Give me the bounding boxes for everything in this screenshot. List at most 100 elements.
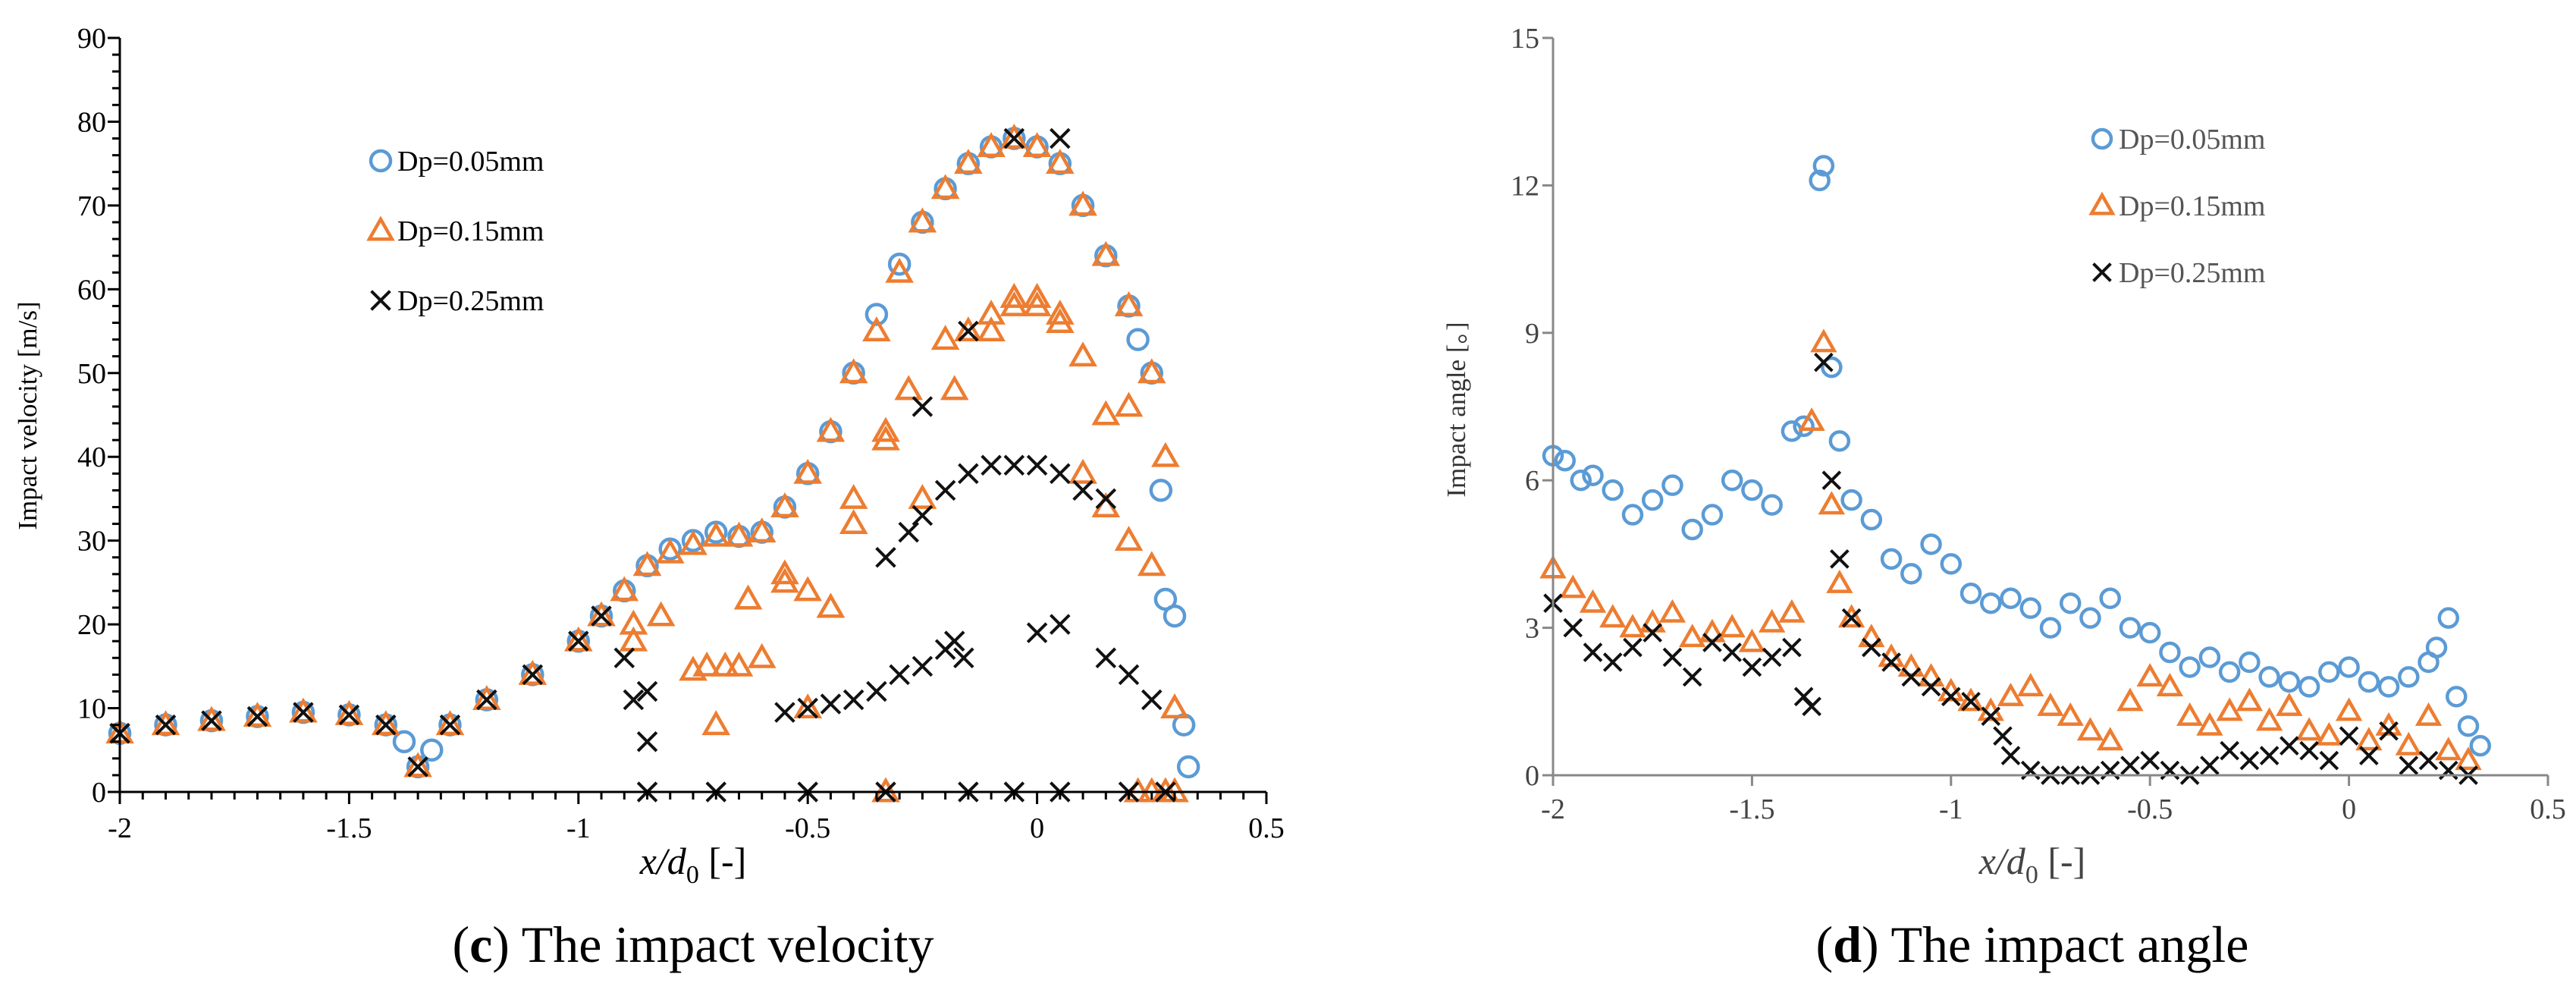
data-point: [632, 551, 662, 577]
data-point: [1137, 777, 1166, 803]
data-point: [2437, 607, 2460, 629]
data-point: [1661, 474, 1683, 496]
y-tick-label: 20: [77, 609, 106, 641]
data-point: [2379, 721, 2399, 741]
data-point: [1149, 479, 1173, 502]
legend-marker: [2091, 127, 2113, 150]
legend-label: Dp=0.25mm: [2119, 257, 2266, 289]
data-point: [1583, 643, 1603, 662]
data-point: [2057, 702, 2084, 726]
data-point: [610, 576, 639, 602]
y-tick-label: 10: [77, 693, 106, 725]
data-point: [518, 659, 548, 685]
y-tick-label: 30: [77, 526, 106, 558]
data-point: [2116, 687, 2144, 712]
data-point: [1858, 624, 1885, 648]
data-point: [243, 702, 272, 727]
data-point: [1682, 667, 1702, 687]
data-point: [1619, 614, 1646, 638]
data-point: [2059, 592, 2082, 614]
data-point: [839, 509, 868, 535]
data-point: [1114, 391, 1144, 417]
data-point: [2399, 756, 2419, 775]
data-point: [2037, 692, 2064, 716]
data-point: [2100, 760, 2120, 781]
data-point: [1137, 551, 1166, 577]
data-point: [1046, 149, 1075, 174]
data-point: [1997, 682, 2025, 706]
data-point: [2000, 746, 2021, 765]
data-point: [201, 710, 222, 731]
data-point: [1742, 657, 1762, 677]
data-point: [2236, 687, 2264, 712]
legend-label: Dp=0.05mm: [397, 146, 544, 178]
data-point: [1957, 687, 1985, 712]
data-point: [646, 601, 676, 627]
data-point: [1026, 622, 1048, 643]
data-point: [958, 320, 979, 342]
y-tick-label: 0: [92, 777, 106, 809]
data-point: [1980, 592, 2002, 614]
x-tick-label: -1: [566, 812, 591, 844]
data-point: [1621, 504, 1644, 526]
data-point: [289, 697, 318, 723]
data-point: [1941, 687, 1961, 707]
data-point: [1559, 574, 1586, 599]
legend-label: Dp=0.05mm: [2119, 124, 2266, 156]
data-point: [864, 303, 889, 326]
data-point: [1022, 282, 1052, 308]
data-point: [1782, 637, 1802, 658]
data-point: [1802, 696, 1821, 717]
data-point: [1961, 691, 1981, 712]
data-point: [1940, 553, 1963, 575]
data-point: [1068, 458, 1097, 484]
x-tick-label: -2: [108, 812, 132, 844]
data-point: [954, 149, 983, 174]
data-point: [2216, 697, 2243, 721]
data-point: [1602, 479, 1624, 501]
caption-c-letter: c: [469, 916, 492, 973]
data-point: [2019, 597, 2042, 619]
data-point: [1828, 430, 1851, 452]
data-point: [1810, 328, 1837, 353]
data-point: [403, 752, 432, 778]
data-point: [1860, 508, 1883, 531]
data-point: [2198, 646, 2221, 668]
data-point: [1798, 407, 1825, 432]
legend-marker: [2092, 262, 2112, 282]
data-point: [155, 714, 177, 736]
data-point: [999, 124, 1029, 149]
data-point: [1050, 614, 1071, 635]
data-point: [1818, 491, 1846, 515]
data-point: [2446, 686, 2468, 708]
data-point: [472, 685, 501, 710]
x-tick-label: -0.5: [2127, 793, 2173, 825]
x-tick-label: 0: [2342, 793, 2356, 825]
data-point: [871, 425, 900, 451]
data-point: [1582, 464, 1604, 486]
data-point: [392, 730, 416, 753]
data-point: [1662, 647, 1683, 668]
data-point: [871, 777, 900, 803]
data-point: [2140, 750, 2160, 771]
data-point: [1141, 689, 1162, 711]
data-point: [375, 714, 397, 736]
caption-c-text: The impact velocity: [510, 916, 934, 973]
data-point: [1602, 652, 1623, 672]
data-point: [2176, 702, 2204, 726]
angle-x-label-unit: [-]: [2047, 840, 2085, 882]
data-point: [1681, 518, 1703, 541]
data-point: [816, 416, 846, 442]
data-point: [151, 710, 180, 736]
data-point: [887, 252, 911, 276]
data-point: [977, 132, 1006, 158]
data-point: [1921, 677, 1941, 697]
data-point: [816, 592, 846, 618]
data-point: [338, 704, 360, 726]
data-point: [1701, 504, 1724, 526]
data-point: [1554, 450, 1576, 472]
y-tick-label: 0: [1525, 760, 1539, 792]
data-point: [1026, 454, 1048, 476]
data-point: [911, 655, 933, 677]
data-point: [1881, 652, 1901, 672]
